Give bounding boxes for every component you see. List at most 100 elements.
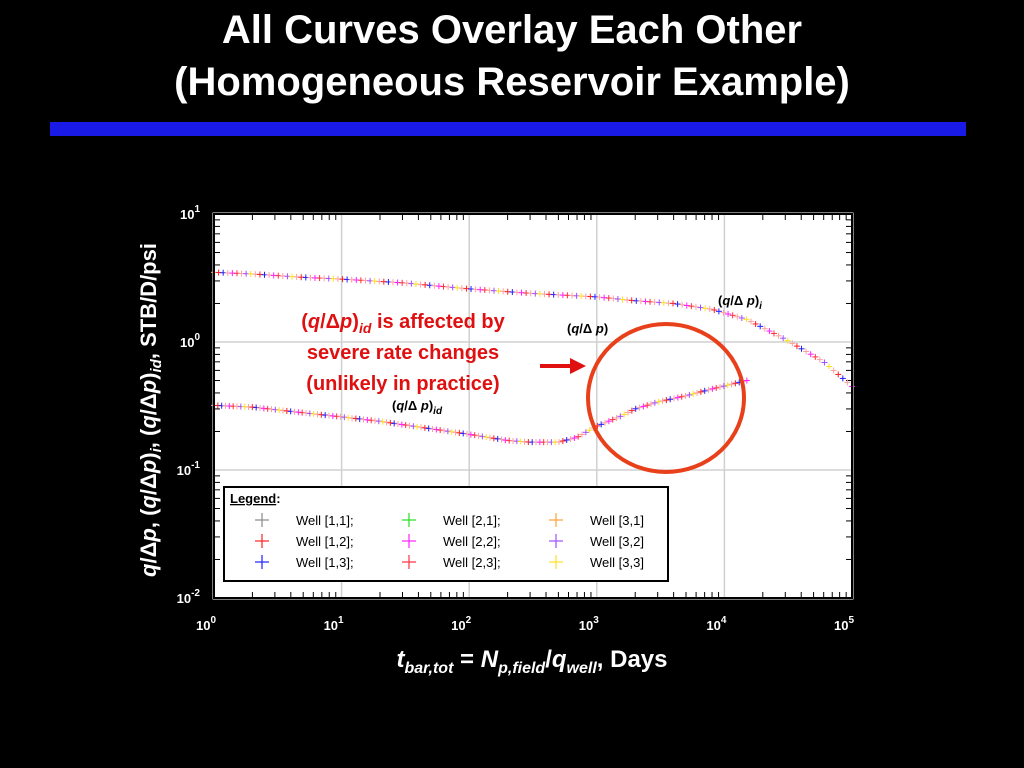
data-point [761,325,768,332]
data-point [448,428,455,435]
data-point [674,301,681,308]
legend-entry: Well [3,2] [549,534,644,549]
data-point [679,301,686,308]
y-tick-label: 100 [180,332,200,350]
title-underline-bar [50,122,966,136]
data-point [494,435,501,442]
data-point [789,340,796,347]
annotation-line3: (unlikely in practice) [306,373,499,395]
data-point [667,396,674,403]
data-point [640,403,647,410]
data-point [586,427,593,434]
data-point [692,303,699,310]
data-point [694,389,701,396]
data-point [605,418,612,425]
data-point [713,384,720,391]
data-point [826,363,833,370]
legend-entry: Well [1,1]; [255,513,354,528]
data-point [410,423,417,430]
curve-label-qdp-id: (q/Δ p)id [392,398,443,417]
data-point [444,428,451,435]
data-point [821,359,828,366]
data-point [644,402,651,409]
data-point [807,351,814,358]
data-point [402,422,409,429]
data-point [738,314,745,321]
legend-entry-label: Well [2,3]; [443,555,501,570]
data-point [720,309,727,316]
data-point [441,427,448,434]
highlight-circle [586,322,746,474]
data-point [743,316,750,323]
annotation: (q/Δp)id is affected by severe rate chan… [301,311,505,395]
data-point [701,387,708,394]
data-point [617,413,624,420]
y-tick-label: 101 [180,204,200,222]
x-tick-label: 101 [324,615,344,633]
data-point [686,391,693,398]
data-points [211,269,855,446]
data-point [659,397,666,404]
y-axis-label: q/Δp, (q/Δp)i, (q/Δp)id, STB/D/psi [136,243,165,577]
data-point [571,435,578,442]
legend-entry-label: Well [3,1] [590,513,644,528]
data-point [433,426,440,433]
data-point [734,313,741,320]
data-point [383,419,390,426]
data-point [575,433,582,440]
data-point [732,380,739,387]
data-point [582,429,589,436]
data-point [706,305,713,312]
legend-entry: Well [3,3] [549,555,644,570]
data-point [567,436,574,443]
data-point [418,424,425,431]
data-point [683,302,690,309]
data-point [752,320,759,327]
legend-entry-label: Well [2,1]; [443,513,501,528]
data-point [669,300,676,307]
x-tick-label: 105 [834,615,854,633]
data-point [835,371,842,378]
data-point [467,431,474,438]
data-point [725,310,732,317]
annotation-arrow [540,358,586,374]
data-point [651,399,658,406]
legend-entry: Well [1,2]; [255,534,354,549]
data-point [632,405,639,412]
legend: Legend: Well [1,1]; Well [1,2]; Well [1,3]… [223,486,669,582]
data-point [414,423,421,430]
legend-entry: Well [1,3]; [255,555,354,570]
data-point [398,421,405,428]
data-point [674,394,681,401]
legend-entry: Well [2,2]; [402,534,501,549]
curve-label-qdp: (q/Δ p) [567,321,608,336]
data-point [625,409,632,416]
data-point [798,345,805,352]
data-point [375,418,382,425]
data-point [697,388,704,395]
data-point [636,404,643,411]
data-point [379,418,386,425]
data-point [729,312,736,319]
data-point [688,303,695,310]
data-point [475,432,482,439]
data-point [563,437,570,444]
data-point [395,420,402,427]
data-point [748,318,755,325]
y-tick-label: 10-1 [177,460,201,478]
data-point [425,425,432,432]
legend-entry: Well [2,3]; [402,555,501,570]
data-point [839,375,846,382]
annotation-line1: (q/Δp)id is affected by [301,311,505,336]
data-point [556,438,563,445]
data-point [487,434,494,441]
data-point [717,383,724,390]
data-point [816,356,823,363]
data-point [559,438,566,445]
data-point [711,306,718,313]
tick-labels: 100 101 102 103 104 105 10-2 10-1 100 101 [177,204,855,633]
data-point [678,393,685,400]
legend-entry: Well [3,1] [549,513,644,528]
data-point [793,343,800,350]
